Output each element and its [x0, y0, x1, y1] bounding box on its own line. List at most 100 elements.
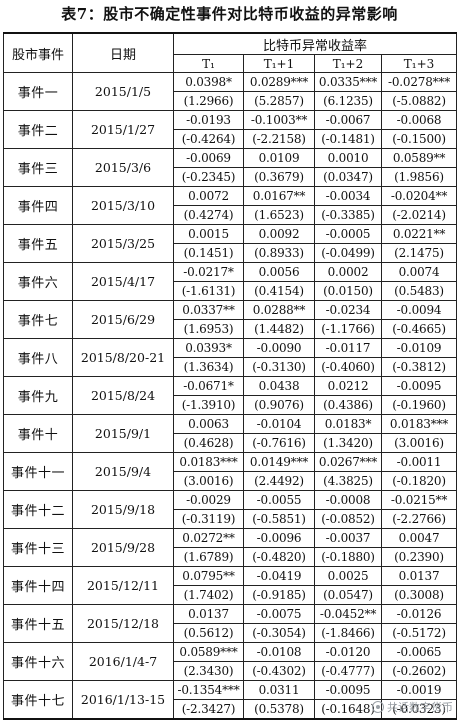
date-cell: 2016/1/4-7 [72, 642, 174, 681]
t-statistic-cell: (-1.6131) [173, 281, 244, 301]
t-statistic-cell: (-0.5851) [243, 509, 315, 529]
table-row-tstat: (0.4628) (-0.7616) (1.3420) (3.0016) [4, 433, 458, 453]
return-value-cell: -0.0019 [380, 680, 458, 700]
return-value-cell: -0.0005 [314, 224, 382, 244]
return-value-cell: 0.0137 [380, 566, 458, 586]
t-statistic-cell: (-0.0499) [314, 243, 382, 263]
t-statistic-cell: (-1.8466) [314, 623, 382, 643]
t-statistic-cell: (4.3825) [314, 471, 382, 491]
t-statistic-cell: (-0.0852) [314, 509, 382, 529]
return-value-cell: -0.1003** [243, 110, 315, 130]
t-statistic-cell: (0.4628) [173, 433, 244, 453]
t-statistic-cell: (2.3430) [173, 661, 244, 681]
t-statistic-cell: (0.4274) [173, 205, 244, 225]
watermark-text: 共话数字货币 [387, 701, 453, 714]
return-value-cell: 0.0183*** [380, 414, 458, 434]
header-t: T₁ [173, 54, 244, 73]
return-value-cell: -0.0094 [380, 300, 458, 320]
return-value-cell: 0.0311 [243, 680, 315, 700]
return-value-cell: -0.0067 [314, 110, 382, 130]
t-statistic-cell: (1.3634) [173, 357, 244, 377]
t-statistic-cell: (0.5483) [380, 281, 458, 301]
t-statistic-cell: (-0.1960) [380, 395, 458, 415]
header-abnormal-return: 比特币异常收益率 [172, 32, 458, 56]
table-row: 事件十四 2015/12/11 0.0795** -0.0419 0.0025 0.013… [3, 566, 458, 605]
t-statistic-cell: (0.0347) [314, 167, 382, 187]
event-cell: 事件一 [3, 72, 73, 111]
event-cell: 事件七 [3, 300, 73, 339]
t-statistic-cell: (-5.0882) [380, 91, 458, 111]
header-t-plus-2: T₁+2 [314, 54, 382, 73]
t-statistic-cell: (1.6523) [243, 205, 315, 225]
t-statistic-cell: (-0.4060) [314, 357, 382, 377]
t-statistic-cell: (-1.1766) [314, 319, 382, 339]
event-cell: 事件九 [3, 376, 73, 415]
t-statistic-cell: (0.4386) [314, 395, 382, 415]
return-value-cell: -0.0108 [243, 642, 315, 662]
table-row: 事件五 2015/3/25 0.0015 0.0092 -0.0005 0.0221** [3, 224, 458, 263]
return-value-cell: -0.0204** [380, 186, 458, 206]
return-value-cell: -0.0234 [314, 300, 382, 320]
table-row-tstat: (-1.6131) (0.4154) (0.0150) (0.5483) [4, 281, 458, 301]
return-value-cell: -0.0065 [380, 642, 458, 662]
table-row: 事件九 2015/8/24 -0.0671* 0.0438 0.0212 -0.0095 [3, 376, 458, 415]
return-value-cell: 0.0010 [314, 148, 382, 168]
t-statistic-cell: (-0.4264) [173, 129, 244, 149]
date-cell: 2015/8/24 [72, 376, 174, 415]
header-t-plus-1: T₁+1 [243, 54, 315, 73]
t-statistic-cell: (0.0150) [314, 281, 382, 301]
t-statistic-cell: (2.1475) [380, 243, 458, 263]
return-value-cell: -0.0075 [243, 604, 315, 624]
return-value-cell: 0.0002 [314, 262, 382, 282]
t-statistic-cell: (-2.3427) [173, 699, 244, 720]
date-cell: 2015/12/11 [72, 566, 174, 605]
date-cell: 2015/4/17 [72, 262, 174, 301]
return-value-cell: -0.0104 [243, 414, 315, 434]
t-statistic-cell: (1.2966) [173, 91, 244, 111]
return-value-cell: 0.0795** [173, 566, 244, 586]
date-cell: 2015/9/1 [72, 414, 174, 453]
return-value-cell: -0.0055 [243, 490, 315, 510]
t-statistic-cell: (1.9856) [380, 167, 458, 187]
t-statistic-cell: (-0.3130) [243, 357, 315, 377]
event-cell: 事件十三 [3, 528, 73, 567]
return-value-cell: -0.0217* [173, 262, 244, 282]
t-statistic-cell: (0.8933) [243, 243, 315, 263]
date-cell: 2015/3/6 [72, 148, 174, 187]
table-row: 事件十 2015/9/1 0.0063 -0.0104 0.0183* 0.0183*** [3, 414, 458, 453]
return-value-cell: 0.0337** [173, 300, 244, 320]
table-row: 事件十二 2015/9/18 -0.0029 -0.0055 -0.0008 -0.021… [3, 490, 458, 529]
return-value-cell: 0.0438 [243, 376, 315, 396]
return-value-cell: -0.0126 [380, 604, 458, 624]
t-statistic-cell: (0.4154) [243, 281, 315, 301]
return-value-cell: -0.0215** [380, 490, 458, 510]
return-value-cell: 0.0183*** [173, 452, 244, 472]
t-statistic-cell: (-0.1648) [314, 699, 382, 720]
table-row: 事件四 2015/3/10 0.0072 0.0167** -0.0034 -0.0204… [3, 186, 458, 225]
table-title: 表7：股市不确定性事件对比特币收益的异常影响 [61, 5, 398, 23]
return-value-cell: 0.0025 [314, 566, 382, 586]
table-row-tstat: (1.6953) (1.4482) (-1.1766) (-0.4665) [4, 319, 458, 339]
watermark: 共话数字货币 [372, 699, 453, 715]
t-statistic-cell: (-0.3119) [173, 509, 244, 529]
event-cell: 事件六 [3, 262, 73, 301]
table-row-tstat: (-2.3427) (0.5378) (-0.1648) (-0.0323) [4, 699, 458, 720]
return-value-cell: 0.0015 [173, 224, 244, 244]
t-statistic-cell: (1.7402) [173, 585, 244, 605]
t-statistic-cell: (-2.0214) [380, 205, 458, 225]
t-statistic-cell: (-0.9185) [243, 585, 315, 605]
return-value-cell: 0.0056 [243, 262, 315, 282]
event-cell: 事件十二 [3, 490, 73, 529]
event-cell: 事件三 [3, 148, 73, 187]
date-cell: 2015/1/27 [72, 110, 174, 149]
t-statistic-cell: (0.0547) [314, 585, 382, 605]
table-row: 事件二 2015/1/27 -0.0193 -0.1003** -0.0067 -0.00… [3, 110, 458, 149]
return-value-cell: -0.0452** [314, 604, 382, 624]
return-value-cell: 0.0167** [243, 186, 315, 206]
t-statistic-cell: (-0.2602) [380, 661, 458, 681]
t-statistic-cell: (1.4482) [243, 319, 315, 339]
wechat-logo-icon [372, 701, 384, 713]
return-value-cell: 0.0183* [314, 414, 382, 434]
return-value-cell: 0.0072 [173, 186, 244, 206]
t-statistic-cell: (-0.4777) [314, 661, 382, 681]
